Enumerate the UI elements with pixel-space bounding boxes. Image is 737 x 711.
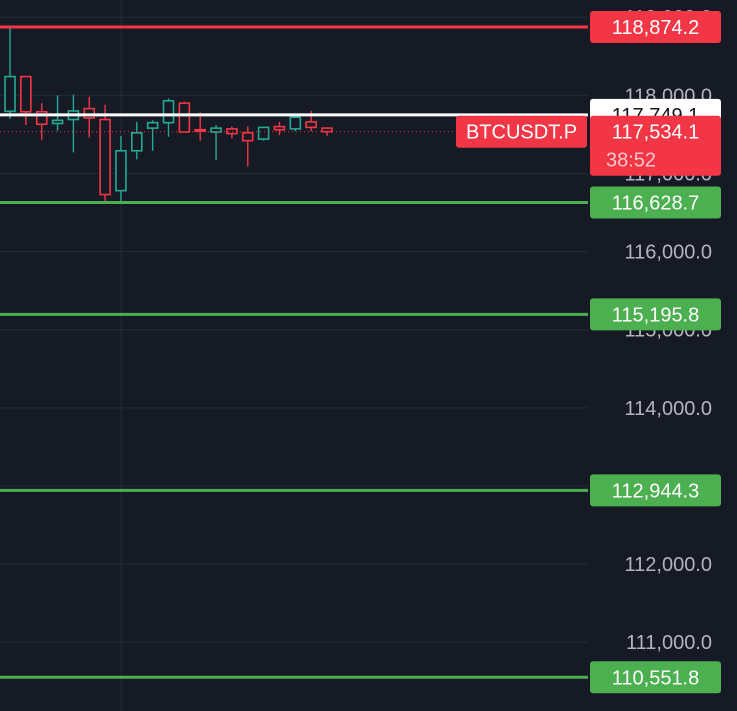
candle-body: [162, 99, 175, 124]
candle-body: [178, 102, 191, 133]
level-badge: [590, 186, 721, 219]
candle[interactable]: [20, 75, 32, 126]
level-label: 116,628.7: [612, 192, 700, 214]
candle[interactable]: [131, 121, 143, 160]
candle[interactable]: [162, 98, 175, 137]
candle-body: [83, 107, 96, 119]
candle[interactable]: [257, 126, 270, 141]
y-tick-label: 111,000.0: [626, 632, 712, 654]
candle-body: [115, 149, 127, 192]
candle[interactable]: [178, 101, 191, 133]
candle[interactable]: [241, 126, 254, 167]
candle-body: [273, 125, 286, 131]
candle-body: [131, 132, 143, 152]
candle[interactable]: [273, 121, 286, 136]
level-badge: [590, 298, 721, 331]
candle-body: [20, 75, 32, 113]
candle-body: [321, 127, 333, 133]
candle[interactable]: [115, 135, 127, 204]
countdown-label: 38:52: [606, 150, 656, 172]
level-label: 110,551.8: [612, 667, 700, 689]
candle[interactable]: [146, 120, 159, 151]
candle-body: [146, 121, 159, 129]
current-price-label: 117,534.1: [612, 122, 700, 144]
candle-body: [241, 132, 254, 142]
candle-body: [51, 119, 64, 125]
candle-body: [289, 116, 302, 130]
level-label: 115,195.8: [612, 304, 700, 326]
candle[interactable]: [321, 127, 333, 136]
candle[interactable]: [51, 95, 64, 131]
candle[interactable]: [99, 104, 111, 203]
level-support[interactable]: 110,551.8: [0, 661, 721, 694]
candle-body: [35, 110, 48, 126]
level-support[interactable]: 115,195.8: [0, 298, 721, 331]
current-price: BTCUSDT.P 117,534.1 38:52: [0, 115, 721, 176]
symbol-label: BTCUSDT.P: [466, 122, 577, 144]
symbol-badge: [456, 115, 587, 148]
level-resistance[interactable]: 118,874.2: [0, 11, 721, 44]
candle-body: [4, 75, 16, 113]
levels[interactable]: 118,874.2117,749.1116,628.7115,195.8112,…: [0, 11, 721, 694]
y-tick-label: 112,000.0: [625, 554, 713, 576]
current-price-badge: [590, 115, 721, 176]
y-tick-label: 116,000.0: [625, 242, 713, 264]
candle-body: [257, 126, 270, 140]
candle[interactable]: [35, 103, 48, 140]
level-support[interactable]: 112,944.3: [0, 474, 721, 507]
candle[interactable]: [4, 27, 16, 119]
candle[interactable]: [83, 96, 96, 138]
candle-body: [305, 121, 317, 129]
grid: [0, 0, 588, 711]
level-support[interactable]: 116,628.7: [0, 186, 721, 219]
level-badge: [590, 474, 721, 507]
level-label: 112,944.3: [612, 480, 700, 502]
y-tick-label: 114,000.0: [625, 398, 713, 420]
candle-body: [99, 118, 111, 196]
level-label: 118,874.2: [612, 17, 700, 39]
level-badge: [590, 661, 721, 694]
candle-body: [194, 128, 206, 133]
level-badge: [590, 11, 721, 44]
